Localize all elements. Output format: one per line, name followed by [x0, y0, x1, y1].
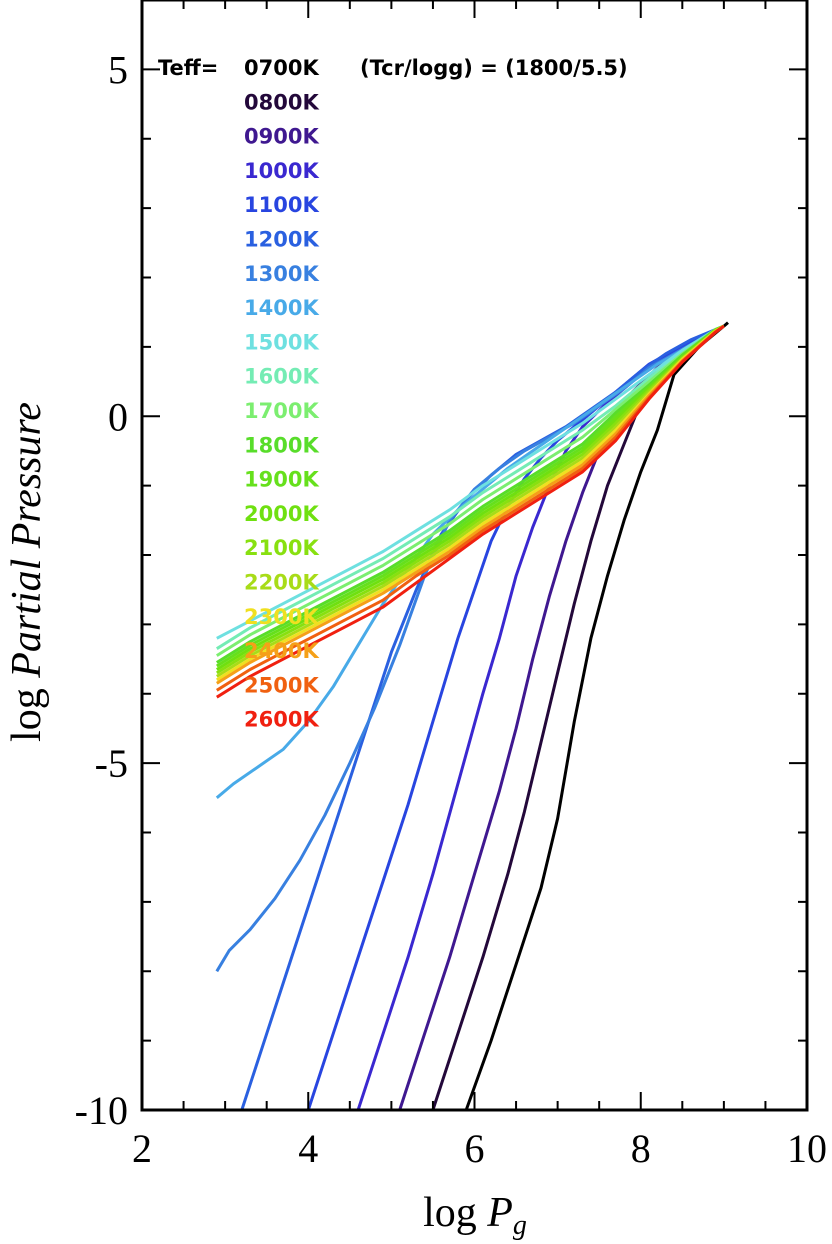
legend-label-1100K: 1100K	[244, 193, 319, 217]
teff-header: Teff=	[158, 56, 218, 80]
series-line-1600K	[216, 324, 725, 650]
legend-label-0900K: 0900K	[244, 125, 319, 149]
x-tick-labels: 2 4 6 8 10	[132, 1126, 827, 1171]
legend-label-0800K: 0800K	[244, 90, 319, 114]
legend: 0700K 0800K 0900K 1000K 1100K 1200K 1300K 1400K…	[244, 56, 319, 732]
legend-label-2200K: 2200K	[244, 571, 319, 595]
x-axis-title: log Pg	[423, 1190, 527, 1241]
legend-label-1600K: 1600K	[244, 365, 319, 389]
legend-label-2000K: 2000K	[244, 502, 319, 526]
plot-frame	[140, 0, 809, 1112]
model-parameters: (Tcr/logg) = (1800/5.5)	[360, 56, 628, 80]
y-axis-title: log Partial Pressure	[4, 402, 50, 742]
legend-label-1900K: 1900K	[244, 468, 319, 492]
legend-label-1500K: 1500K	[244, 330, 319, 354]
legend-label-2600K: 2600K	[244, 708, 319, 732]
legend-label-1200K: 1200K	[244, 228, 319, 252]
series-line-1500K	[216, 324, 725, 640]
legend-label-1000K: 1000K	[244, 159, 319, 183]
series-line-1700K	[216, 324, 725, 657]
legend-label-2400K: 2400K	[244, 639, 319, 663]
series-line-2600K	[216, 324, 725, 699]
axis-ticks	[141, 0, 808, 1111]
y-tick-label: -10	[75, 1088, 128, 1133]
x-tick-label: 10	[787, 1126, 827, 1171]
legend-label-2500K: 2500K	[244, 673, 319, 697]
legend-label-0700K: 0700K	[244, 56, 319, 80]
legend-label-1400K: 1400K	[244, 296, 319, 320]
x-tick-label: 2	[132, 1126, 152, 1171]
legend-label-1300K: 1300K	[244, 262, 319, 286]
legend-label-2100K: 2100K	[244, 536, 319, 560]
series-line-1400K	[215, 324, 725, 799]
y-tick-label: 0	[108, 394, 128, 439]
legend-label-1800K: 1800K	[244, 433, 319, 457]
x-tick-label: 8	[631, 1126, 651, 1171]
legend-label-1700K: 1700K	[244, 399, 319, 423]
y-tick-labels: -10 -5 0 5	[75, 47, 128, 1133]
x-tick-label: 4	[298, 1126, 318, 1171]
x-tick-label: 6	[465, 1126, 485, 1171]
y-tick-label: 5	[108, 47, 128, 92]
series-lines	[215, 321, 729, 1111]
y-tick-label: -5	[95, 741, 128, 786]
legend-label-2300K: 2300K	[244, 605, 319, 629]
